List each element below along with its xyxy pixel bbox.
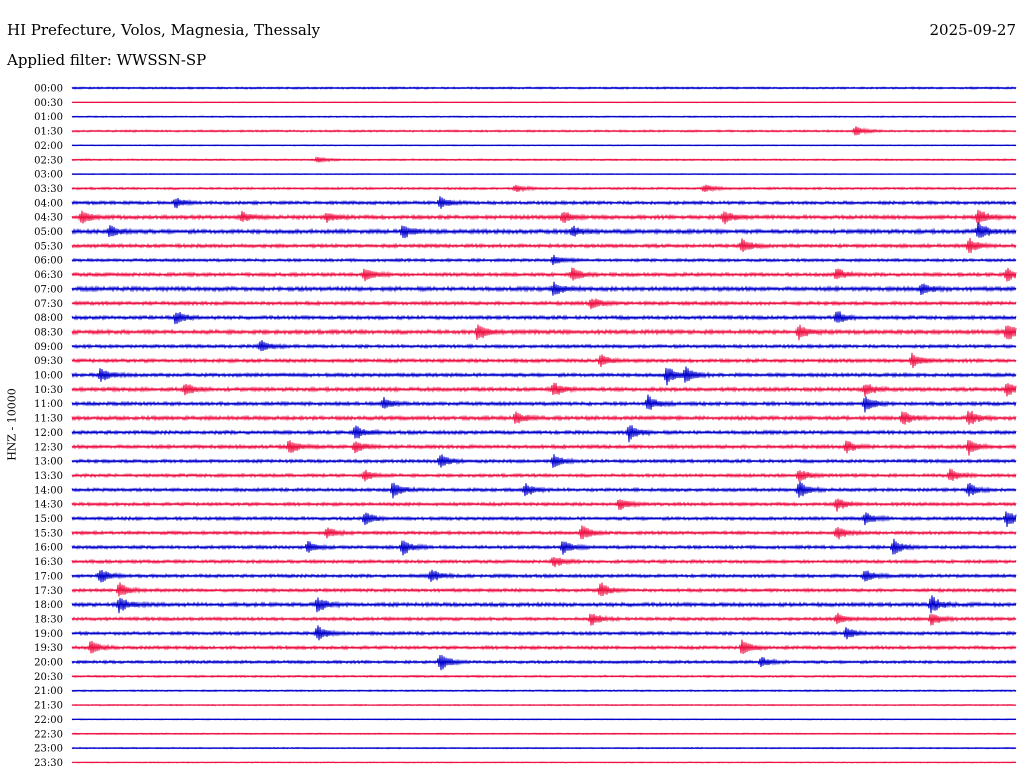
trace-1730 <box>71 582 1017 597</box>
filter-label: Applied filter: WWSSN-SP <box>7 51 207 69</box>
time-label-0230: 02:30 <box>34 155 63 166</box>
time-label-1430: 14:30 <box>34 500 63 511</box>
time-label-0930: 09:30 <box>34 356 63 367</box>
time-label-1630: 16:30 <box>34 557 63 568</box>
time-label-0200: 02:00 <box>34 141 63 152</box>
time-label-1800: 18:00 <box>34 600 63 611</box>
time-label-0630: 06:30 <box>34 270 63 281</box>
time-label-0400: 04:00 <box>34 198 63 209</box>
trace-0830 <box>71 324 1017 341</box>
time-label-0330: 03:30 <box>34 184 63 195</box>
time-label-1300: 13:00 <box>34 457 63 468</box>
time-label-0600: 06:00 <box>34 256 63 267</box>
time-label-1000: 10:00 <box>34 371 63 382</box>
time-label-0900: 09:00 <box>34 342 63 353</box>
time-label-2330: 23:30 <box>34 758 63 769</box>
time-label-0730: 07:30 <box>34 299 63 310</box>
time-label-1700: 17:00 <box>34 571 63 582</box>
time-label-1330: 13:30 <box>34 471 63 482</box>
trace-0900 <box>71 340 1017 352</box>
time-label-2300: 23:00 <box>34 744 63 755</box>
trace-1430 <box>71 498 1017 512</box>
time-label-1230: 12:30 <box>34 442 63 453</box>
time-label-1500: 15:00 <box>34 514 63 525</box>
time-label-1200: 12:00 <box>34 428 63 439</box>
trace-0730 <box>71 298 1017 310</box>
time-label-2000: 20:00 <box>34 658 63 669</box>
time-label-1130: 11:30 <box>34 414 63 425</box>
time-label-2100: 21:00 <box>34 686 63 697</box>
trace-1030 <box>71 382 1017 397</box>
trace-1500 <box>71 511 1017 527</box>
time-label-0030: 00:30 <box>34 98 63 109</box>
trace-0500 <box>71 222 1017 239</box>
trace-1230 <box>71 440 1017 456</box>
time-label-2200: 22:00 <box>34 715 63 726</box>
date-label: 2025-09-27 <box>929 21 1016 39</box>
time-label-1600: 16:00 <box>34 543 63 554</box>
time-label-1530: 15:30 <box>34 528 63 539</box>
time-label-0700: 07:00 <box>34 284 63 295</box>
station-title: HI Prefecture, Volos, Magnesia, Thessaly <box>7 21 321 39</box>
trace-1000 <box>71 366 1017 386</box>
time-label-0300: 03:00 <box>34 170 63 181</box>
time-label-2230: 22:30 <box>34 729 63 740</box>
time-label-2130: 21:30 <box>34 701 63 712</box>
time-label-0100: 01:00 <box>34 112 63 123</box>
time-label-1830: 18:30 <box>34 614 63 625</box>
trace-1930 <box>71 639 1017 654</box>
time-label-0000: 00:00 <box>34 84 63 95</box>
time-label-1930: 19:30 <box>34 643 63 654</box>
time-label-0830: 08:30 <box>34 327 63 338</box>
time-label-1100: 11:00 <box>34 399 63 410</box>
time-label-0530: 05:30 <box>34 241 63 252</box>
time-label-1730: 17:30 <box>34 586 63 597</box>
time-label-1900: 19:00 <box>34 629 63 640</box>
time-label-1030: 10:30 <box>34 385 63 396</box>
time-label-0130: 01:30 <box>34 127 63 138</box>
trace-1200 <box>71 425 1017 443</box>
time-label-0430: 04:30 <box>34 213 63 224</box>
time-label-1400: 14:00 <box>34 485 63 496</box>
time-label-0500: 05:00 <box>34 227 63 238</box>
time-label-0800: 08:00 <box>34 313 63 324</box>
time-label-2030: 20:30 <box>34 672 63 683</box>
